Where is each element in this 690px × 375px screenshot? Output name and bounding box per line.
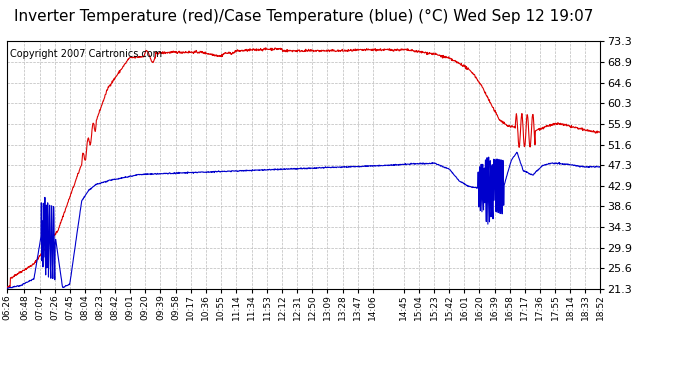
- Text: Inverter Temperature (red)/Case Temperature (blue) (°C) Wed Sep 12 19:07: Inverter Temperature (red)/Case Temperat…: [14, 9, 593, 24]
- Text: Copyright 2007 Cartronics.com: Copyright 2007 Cartronics.com: [10, 49, 162, 58]
